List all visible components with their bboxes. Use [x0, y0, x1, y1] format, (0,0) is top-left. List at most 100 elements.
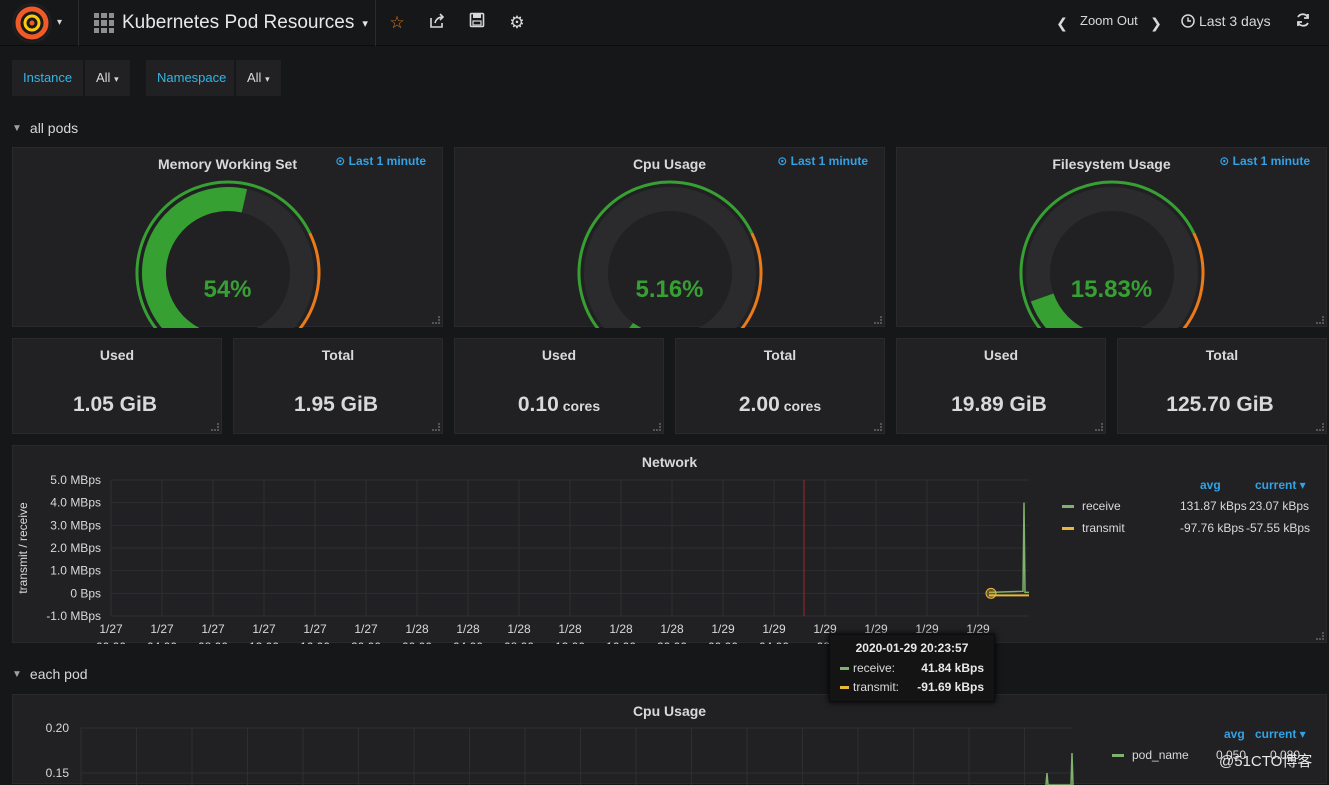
legend-current: -57.55 kBps	[1246, 521, 1311, 535]
legend-series-name: pod_name	[1132, 748, 1189, 762]
resize-handle[interactable]	[432, 316, 440, 324]
stat-value: 125.70 GiB	[1166, 393, 1274, 416]
legend-item-receive[interactable]: receive 131.87 kBps 23.07 kBps	[1062, 499, 1312, 513]
save-icon[interactable]	[466, 12, 488, 34]
gauge-1	[577, 180, 763, 328]
chevron-right-icon[interactable]: ❯	[1150, 15, 1162, 31]
legend-item-pod-name[interactable]: pod_name 0.050 0.080	[1112, 748, 1322, 762]
time-range-picker[interactable]: Last 3 days	[1181, 13, 1271, 29]
network-graph[interactable]: 5.0 MBps 4.0 MBps 3.0 MBps 2.0 MBps 1.0 MBps…	[13, 446, 1053, 644]
stat-value: 1.95 GiB	[293, 393, 379, 416]
star-icon[interactable]: ☆	[389, 13, 405, 32]
legend-swatch	[1112, 753, 1124, 757]
panel-filesystem-gauge[interactable]: Filesystem Usage ⊙ Last 1 minute 15.83%	[896, 147, 1327, 328]
panel-network[interactable]: Network 5.0 MBps 4.0 MBps 3.0 MBps 2.0 MBps…	[12, 445, 1327, 644]
legend-series-name: receive	[1082, 499, 1121, 513]
resize-handle[interactable]	[874, 423, 882, 431]
time-range-label: Last 3 days	[1199, 13, 1271, 29]
refresh-icon[interactable]	[1292, 12, 1314, 34]
y-tick-label: -1.0 MBps	[46, 609, 101, 623]
panel-filesystem-used[interactable]: Used 19.89 GiB	[896, 338, 1106, 434]
legend-swatch	[840, 666, 849, 670]
legend-avg: 0.050	[1216, 748, 1247, 762]
gear-icon[interactable]: ⚙	[509, 13, 525, 32]
y-axis-label: transmit / receive	[16, 502, 30, 594]
x-tick-time: 08:00	[198, 640, 228, 644]
row-each-pod[interactable]: ▼ each pod	[12, 666, 88, 682]
panel-memory-used[interactable]: Used 1.05 GiB	[12, 338, 222, 434]
panel-memory-gauge[interactable]: Memory Working Set ⊙ Last 1 minute 54%	[12, 147, 443, 328]
cpu-per-pod-graph[interactable]: 0.20 0.15	[13, 695, 1083, 785]
gauge-value: 15.83%	[1070, 276, 1153, 303]
resize-handle[interactable]	[1316, 423, 1324, 431]
x-tick-date: 1/27	[150, 622, 174, 636]
legend-avg-header[interactable]: avg	[1224, 727, 1245, 741]
resize-handle[interactable]	[432, 423, 440, 431]
x-tick-date: 1/29	[813, 622, 837, 636]
panel-memory-total[interactable]: Total 1.95 GiB	[233, 338, 443, 434]
x-tick-time: 12:00	[555, 640, 585, 644]
panel-cpu-used[interactable]: Used 0.10 cores	[454, 338, 664, 434]
tooltip-time: 2020-01-29 20:23:57	[855, 641, 969, 655]
x-tick-time: 00:00	[96, 640, 126, 644]
x-tick-date: 1/29	[915, 622, 939, 636]
chevron-left-icon[interactable]: ❮	[1056, 15, 1068, 31]
watermark: @51CTO博客	[1219, 753, 1313, 770]
legend-current-header[interactable]: current ▾	[1255, 478, 1306, 492]
chevron-down-icon: ▼	[12, 122, 22, 134]
x-tick-time: 12:00	[249, 640, 279, 644]
x-tick-date: 1/27	[201, 622, 225, 636]
resize-handle[interactable]	[874, 316, 882, 324]
tooltip-row-transmit: transmit: -91.69 kBps	[840, 680, 984, 694]
legend-avg-header[interactable]: avg	[1200, 478, 1221, 492]
resize-handle[interactable]	[653, 423, 661, 431]
x-tick-date: 1/28	[558, 622, 582, 636]
y-tick-label: 0.20	[46, 721, 70, 735]
panel-title: Total	[321, 347, 355, 363]
panel-title: Cpu Usage	[632, 156, 707, 172]
caret-down-icon[interactable]: ▾	[57, 17, 63, 28]
dashboard-picker[interactable]: Kubernetes Pod Resources ▾	[94, 10, 368, 36]
dashboard-title: Kubernetes Pod Resources	[122, 12, 355, 33]
panel-time-override: ⊙ Last 1 minute	[335, 154, 426, 168]
variable-instance-select[interactable]: All ▾	[83, 60, 130, 96]
y-tick-label: 0.15	[46, 766, 70, 780]
panel-time-override: ⊙ Last 1 minute	[1219, 154, 1310, 168]
gauge-threshold-arc	[1019, 180, 1196, 328]
grafana-logo[interactable]	[12, 3, 52, 43]
legend-avg: 131.87 kBps	[1180, 499, 1247, 513]
resize-handle[interactable]	[211, 423, 219, 431]
panel-cpu-per-pod[interactable]: Cpu Usage 0.20 0.15 avg current ▾ pod_nam…	[12, 694, 1327, 785]
panel-title: Filesystem Usage	[1052, 156, 1171, 172]
tooltip-series-name: transmit:	[853, 680, 900, 694]
panel-filesystem-total[interactable]: Total 125.70 GiB	[1117, 338, 1327, 434]
legend-swatch	[1062, 504, 1074, 508]
variable-namespace-select[interactable]: All ▾	[234, 60, 281, 96]
panel-cpu-total[interactable]: Total 2.00 cores	[675, 338, 885, 434]
clock-icon	[1181, 14, 1195, 28]
zoom-out-button[interactable]: Zoom Out	[1080, 13, 1138, 28]
panel-title: Used	[99, 347, 135, 363]
y-tick-label: 4.0 MBps	[50, 496, 101, 510]
resize-handle[interactable]	[1316, 316, 1324, 324]
panel-title: Total	[1205, 347, 1239, 363]
share-icon[interactable]	[426, 12, 448, 34]
x-tick-date: 1/27	[252, 622, 276, 636]
row-title: all pods	[29, 120, 79, 136]
resize-handle[interactable]	[1095, 423, 1103, 431]
resize-handle[interactable]	[1316, 632, 1324, 640]
x-tick-time: 08:00	[504, 640, 534, 644]
stat-value: 0.10 cores	[517, 393, 601, 416]
panel-title: Network	[641, 454, 698, 470]
legend-current-header[interactable]: current ▾	[1255, 727, 1306, 741]
x-tick-date: 1/29	[864, 622, 888, 636]
x-tick-time: 04:00	[147, 640, 177, 644]
panel-cpu-gauge[interactable]: Cpu Usage ⊙ Last 1 minute 5.16%	[454, 147, 885, 328]
x-tick-date: 1/29	[762, 622, 786, 636]
gauge-0	[135, 180, 321, 328]
graph-tooltip: 2020-01-29 20:23:57 receive: 41.84 kBps …	[829, 634, 995, 702]
panel-title: Memory Working Set	[158, 156, 297, 172]
legend-item-transmit[interactable]: transmit -97.76 kBps -57.55 kBps	[1062, 521, 1312, 535]
panel-time-override: ⊙ Last 1 minute	[777, 154, 868, 168]
row-all-pods[interactable]: ▼ all pods	[12, 120, 78, 136]
